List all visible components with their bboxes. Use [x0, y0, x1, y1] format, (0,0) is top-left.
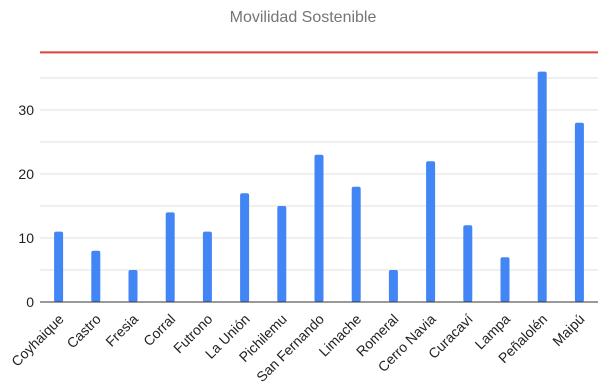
bar: [463, 225, 473, 302]
bar: [165, 212, 175, 302]
y-tick-label: 10: [18, 230, 34, 246]
bar: [202, 231, 212, 302]
bar: [351, 186, 361, 302]
chart-title: Movilidad Sostenible: [229, 9, 377, 26]
bar: [54, 231, 64, 302]
y-tick-label: 0: [26, 294, 34, 310]
bar: [91, 250, 101, 302]
bar: [574, 122, 584, 302]
bar: [240, 193, 250, 302]
y-tick-label: 30: [18, 102, 34, 118]
bar: [537, 71, 547, 302]
bar: [500, 257, 510, 302]
bar: [277, 206, 287, 302]
y-tick-label: 20: [18, 166, 34, 182]
bar: [314, 154, 324, 302]
bar: [128, 270, 138, 302]
x-tick-label: Castro: [63, 311, 104, 352]
x-tick-label: Coyhaique: [8, 311, 67, 370]
x-tick-label: Fresia: [102, 311, 141, 350]
bar: [426, 161, 436, 302]
bar: [388, 270, 398, 302]
x-tick-label: Maipú: [549, 311, 587, 349]
